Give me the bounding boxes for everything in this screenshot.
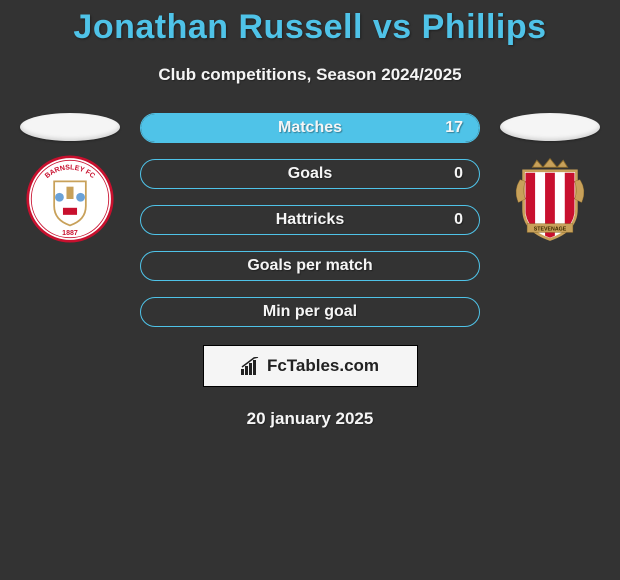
left-player-oval: [20, 113, 120, 141]
stat-label: Hattricks: [141, 206, 479, 234]
stats-column: Matches17Goals0Hattricks0Goals per match…: [140, 113, 480, 343]
stat-label: Min per goal: [141, 298, 479, 326]
stat-fill: [141, 114, 479, 142]
stat-row: Min per goal: [140, 297, 480, 327]
date-text: 20 january 2025: [0, 409, 620, 429]
main-row: BARNSLEY FC 1887 Matches17Goals0Hattrick…: [0, 113, 620, 343]
right-column: STEVENAGE: [498, 113, 602, 243]
stat-row: Hattricks0: [140, 205, 480, 235]
barnsley-crest-icon: BARNSLEY FC 1887: [26, 155, 114, 243]
left-club-crest: BARNSLEY FC 1887: [26, 155, 114, 243]
subtitle: Club competitions, Season 2024/2025: [0, 65, 620, 85]
stat-label: Goals per match: [141, 252, 479, 280]
brand-text: FcTables.com: [267, 356, 379, 376]
stat-row: Matches17: [140, 113, 480, 143]
right-player-oval: [500, 113, 600, 141]
stevenage-crest-icon: STEVENAGE: [506, 155, 594, 243]
widget-container: Jonathan Russell vs Phillips Club compet…: [0, 0, 620, 429]
page-title: Jonathan Russell vs Phillips: [0, 0, 620, 47]
svg-text:STEVENAGE: STEVENAGE: [534, 227, 567, 233]
stat-label: Goals: [141, 160, 479, 188]
left-column: BARNSLEY FC 1887: [18, 113, 122, 243]
bar-chart-icon: [241, 357, 261, 375]
stat-value: 0: [454, 160, 463, 188]
stat-row: Goals0: [140, 159, 480, 189]
right-club-crest: STEVENAGE: [506, 155, 594, 243]
stat-row: Goals per match: [140, 251, 480, 281]
svg-text:1887: 1887: [62, 230, 78, 237]
brand-badge: FcTables.com: [203, 345, 418, 387]
stat-value: 0: [454, 206, 463, 234]
